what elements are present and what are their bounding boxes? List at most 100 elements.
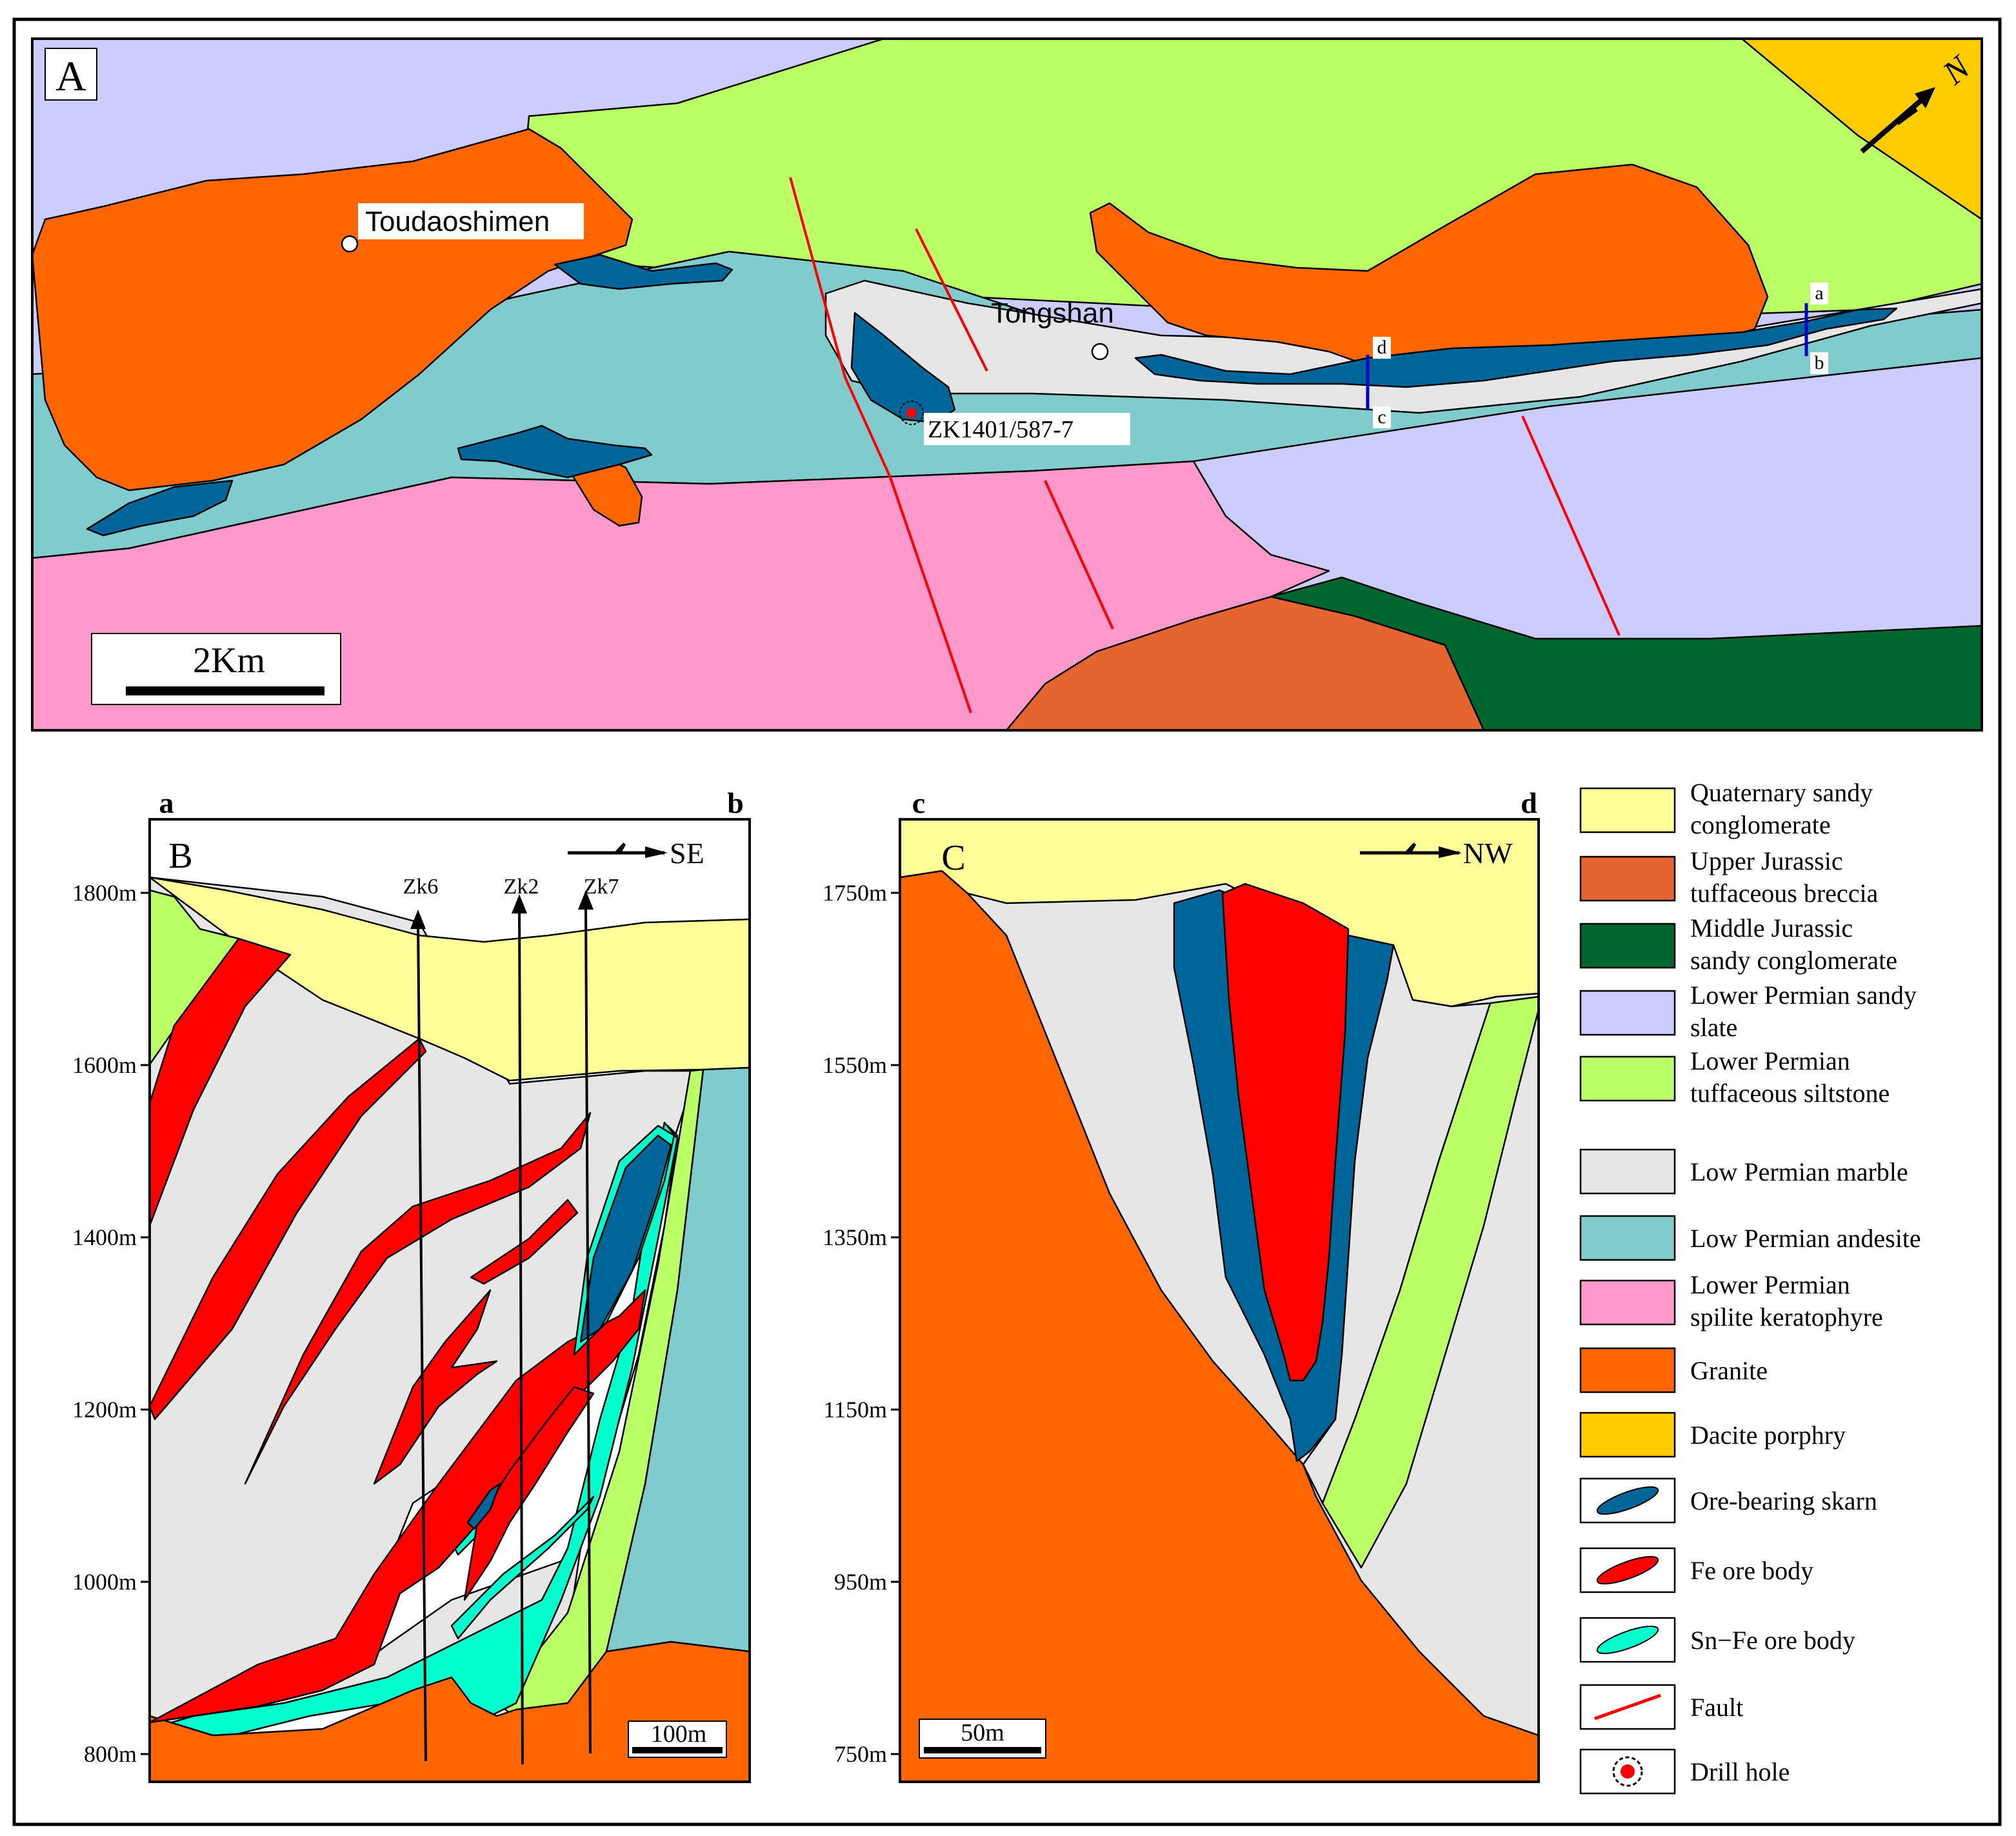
- section-b-fe-ore: [244, 1112, 592, 1485]
- legend-label: Fe ore body: [1690, 1556, 1813, 1585]
- legend-label: Granite: [1690, 1356, 1768, 1385]
- fault-line: [915, 228, 988, 372]
- section-c-end-c: c: [912, 786, 925, 819]
- legend-swatch: [1579, 855, 1676, 902]
- cross-section-cd: c d C NW 1750m 1550m 1350m 1150m 950m 75…: [823, 786, 1540, 1783]
- legend-label: tuffaceous breccia: [1690, 879, 1879, 908]
- map-frame: [31, 37, 1983, 732]
- legend-item-upper-jurassic: Upper Jurassic tuffaceous breccia: [1579, 846, 1879, 908]
- legend-swatch: [1579, 1347, 1676, 1393]
- legend-swatch: [1579, 787, 1676, 833]
- section-b-fe-ore: [150, 937, 292, 1227]
- section-c-frame: [899, 818, 1540, 1783]
- legend-label: Middle Jurassic: [1690, 913, 1853, 943]
- section-c-end-d: d: [1521, 786, 1537, 819]
- drillhole-zk6-trace: [417, 923, 427, 1762]
- map-skarn: [457, 424, 653, 479]
- legend-item-quaternary: Quaternary sandy conglomerate: [1579, 778, 1873, 839]
- legend-label: Sn−Fe ore body: [1690, 1626, 1855, 1655]
- map-scale-bar: [126, 686, 324, 695]
- legend-label: Low Permian marble: [1690, 1157, 1908, 1186]
- section-c-elev-1550: 1550m: [823, 1052, 887, 1078]
- drillhole-label-bg: [924, 413, 1130, 445]
- drillhole-zk6-label: Zk6: [403, 875, 439, 899]
- section-c-fe-ore: [1221, 883, 1350, 1382]
- map-granite-east: [1089, 163, 1769, 369]
- legend-fault-symbol: [1594, 1693, 1661, 1721]
- section-b-skarn: [466, 1482, 501, 1530]
- section-c-panel-label: C: [941, 838, 965, 878]
- toudaoshimen-marker: [341, 235, 359, 253]
- fault-line: [789, 177, 972, 713]
- section-c-direction: NW: [1463, 837, 1513, 870]
- section-b-skarn: [579, 1134, 672, 1343]
- legend-item-skarn: Ore-bearing skarn: [1579, 1477, 1877, 1524]
- legend-label: Ore-bearing skarn: [1690, 1486, 1877, 1515]
- legend-item-marble: Low Permian marble: [1579, 1148, 1908, 1195]
- cross-section-ab: Zk6 Zk2 Zk7 a b B SE 1800m 1600m 1400m 1…: [72, 786, 751, 1783]
- legend-label: Dacite porphry: [1690, 1421, 1846, 1450]
- legend-swatch: [1579, 1279, 1676, 1326]
- section-b-scale-bar: [632, 1747, 723, 1753]
- legend-swatch: [1579, 1055, 1676, 1102]
- fault-line: [1521, 415, 1621, 636]
- section-c-granite: [900, 870, 1539, 1782]
- legend-drillhole-dot: [1621, 1764, 1635, 1779]
- section-b-direction: SE: [670, 837, 704, 870]
- section-b-fe-ore: [150, 1037, 427, 1421]
- map-dacite: [1741, 39, 1982, 221]
- map-drillhole-ring: [899, 401, 924, 425]
- legend-ore-symbol: [1596, 1625, 1659, 1655]
- section-b-frame: [148, 818, 751, 1783]
- legend-item-drillhole: Drill hole: [1579, 1748, 1790, 1795]
- legend: Quaternary sandy conglomerate Upper Jurass…: [1579, 778, 1921, 1795]
- legend-item-spilite: Lower Permian spilite keratophyre: [1579, 1270, 1883, 1332]
- section-b-scale-label: 100m: [651, 1721, 707, 1748]
- legend-label: Drill hole: [1690, 1757, 1790, 1786]
- legend-swatch: [1579, 1148, 1676, 1195]
- section-end-d: d: [1377, 337, 1387, 358]
- section-end-c: c: [1377, 406, 1386, 428]
- section-b-drillholes: [417, 904, 592, 1765]
- section-c-marble-gap: [1302, 944, 1492, 1504]
- legend-item-sn-fe-ore: Sn−Fe ore body: [1579, 1617, 1855, 1663]
- drillhole-zk2-trace: [518, 908, 524, 1765]
- legend-label: Quaternary sandy: [1690, 778, 1873, 807]
- section-c-elev-750: 750m: [834, 1741, 887, 1767]
- toudaoshimen-label: Toudaoshimen: [365, 206, 550, 237]
- section-c-elev-950: 950m: [834, 1569, 887, 1595]
- legend-item-fe-ore: Fe ore body: [1579, 1547, 1813, 1593]
- map-drillhole-dot: [906, 408, 917, 418]
- legend-label: Lower Permian: [1690, 1270, 1850, 1299]
- legend-item-sandy-slate: Lower Permian sandy slate: [1579, 981, 1917, 1042]
- map-panel-label: A: [55, 53, 86, 100]
- section-b-direction-arrow: SE: [568, 837, 704, 870]
- section-c-elev-1150: 1150m: [823, 1397, 887, 1422]
- section-c-elev-1750: 1750m: [823, 880, 887, 906]
- legend-item-dacite: Dacite porphry: [1579, 1412, 1846, 1458]
- drillhole-zk2-label: Zk2: [504, 875, 539, 899]
- legend-label: Fault: [1690, 1693, 1743, 1722]
- legend-item-andesite: Low Permian andesite: [1579, 1215, 1921, 1261]
- legend-label: Upper Jurassic: [1690, 846, 1843, 875]
- section-b-fe-ore: [373, 1289, 498, 1485]
- map-scale-label: 2Km: [193, 641, 265, 681]
- map-faults: [789, 177, 1621, 713]
- section-b-panel-label: B: [168, 836, 192, 876]
- drillhole-label: ZK1401/587-7: [928, 416, 1073, 443]
- legend-ore-symbol: [1596, 1486, 1659, 1515]
- map-skarn: [554, 254, 734, 290]
- section-c-elev-1350: 1350m: [823, 1224, 887, 1250]
- section-b-elev-1000: 1000m: [72, 1569, 137, 1595]
- geologic-map: a b c d A Toudaoshimen Tongshan ZK1401/5…: [31, 37, 1983, 732]
- legend-label: Low Permian andesite: [1690, 1224, 1921, 1253]
- legend-label: tuffaceous siltstone: [1690, 1079, 1890, 1108]
- fault-line: [1044, 480, 1114, 630]
- section-b-elev-1600: 1600m: [72, 1052, 137, 1078]
- legend-label: Lower Permian: [1690, 1046, 1850, 1075]
- section-c-direction-arrow: NW: [1360, 837, 1513, 870]
- drillhole-zk7-trace: [584, 904, 592, 1754]
- legend-ore-symbol: [1596, 1555, 1659, 1585]
- section-b-elev-800: 800m: [84, 1741, 137, 1767]
